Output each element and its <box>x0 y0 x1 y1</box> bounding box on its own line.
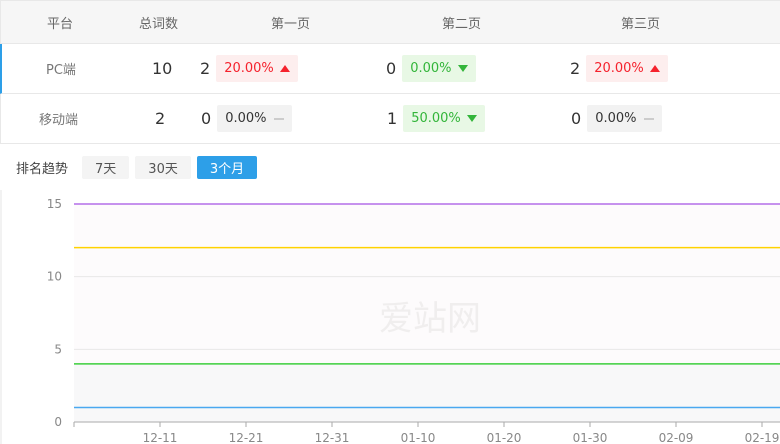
percent-badge: 0.00% <box>402 55 476 82</box>
page-count: 2 <box>570 59 581 78</box>
trend-filter-bar: 排名趋势 7天 30天 3个月 <box>16 156 263 179</box>
percent-value: 20.00% <box>594 61 644 76</box>
percent-value: 20.00% <box>224 61 274 76</box>
filter-30days-button[interactable]: 30天 <box>135 156 191 179</box>
x-tick-label: 02-19 <box>745 431 780 444</box>
x-tick-label: 01-20 <box>487 431 522 444</box>
page-count: 0 <box>201 109 212 128</box>
table-row-mobile[interactable]: 移动端 2 0 0.00% 1 50.00% 0 0.00% <box>0 94 780 144</box>
arrow-up-icon <box>279 65 290 72</box>
filter-3months-button[interactable]: 3个月 <box>196 156 258 179</box>
header-page2: 第二页 <box>442 16 482 32</box>
percent-value: 0.00% <box>595 111 637 126</box>
percent-badge: 0.00% <box>587 105 662 132</box>
plot-band <box>74 363 780 422</box>
header-platform: 平台 <box>47 16 74 32</box>
page-cell: 1 50.00% <box>387 94 485 143</box>
y-tick-label: 15 <box>47 197 62 211</box>
percent-value: 0.00% <box>225 111 267 126</box>
percent-value: 0.00% <box>410 61 452 76</box>
y-tick-label: 10 <box>47 270 62 284</box>
percent-value: 50.00% <box>411 111 461 126</box>
dash-icon <box>273 117 284 120</box>
arrow-up-icon <box>649 65 660 72</box>
header-page1: 第一页 <box>271 16 311 32</box>
x-tick-label: 01-10 <box>401 431 436 444</box>
x-tick-label: 12-11 <box>143 431 178 444</box>
page-cell: 2 20.00% <box>570 44 668 93</box>
trend-label: 排名趋势 <box>16 162 69 177</box>
platform-name: 移动端 <box>39 113 79 128</box>
ranking-table: 平台 总词数 第一页 第二页 第三页 PC端 10 2 20.00% 0 0.00% 2 2… <box>0 0 780 144</box>
page-cell: 0 0.00% <box>201 94 292 143</box>
page-count: 0 <box>571 109 582 128</box>
page-count: 1 <box>387 109 398 128</box>
platform-name: PC端 <box>46 63 76 78</box>
percent-badge: 20.00% <box>586 55 668 82</box>
trend-chart: 爱站网 0 5 10 15 12-11 12-21 12-31 01-10 01-20 01-30 0… <box>0 190 780 444</box>
y-tick-label: 5 <box>54 342 62 356</box>
table-header: 平台 总词数 第一页 第二页 第三页 <box>0 0 780 44</box>
percent-badge: 0.00% <box>217 105 292 132</box>
x-tick-label: 02-09 <box>659 431 694 444</box>
percent-badge: 50.00% <box>403 105 485 132</box>
page-cell: 0 0.00% <box>571 94 662 143</box>
header-page3: 第三页 <box>621 16 661 32</box>
arrow-down-icon <box>457 65 468 72</box>
header-total: 总词数 <box>139 16 179 32</box>
table-row-pc[interactable]: PC端 10 2 20.00% 0 0.00% 2 20.00% <box>0 44 780 94</box>
page-count: 2 <box>200 59 211 78</box>
watermark: 爱站网 <box>379 299 481 339</box>
filter-7days-button[interactable]: 7天 <box>82 156 130 179</box>
x-tick-label: 12-31 <box>315 431 350 444</box>
x-tick-label: 01-30 <box>573 431 608 444</box>
dash-icon <box>643 117 654 120</box>
y-tick-label: 0 <box>54 415 62 429</box>
page-count: 0 <box>386 59 397 78</box>
page-cell: 2 20.00% <box>200 44 298 93</box>
percent-badge: 20.00% <box>216 55 298 82</box>
arrow-down-icon <box>466 115 477 122</box>
total-count: 2 <box>155 109 166 128</box>
page-cell: 0 0.00% <box>386 44 476 93</box>
total-count: 10 <box>152 59 173 78</box>
x-tick-label: 12-21 <box>229 431 264 444</box>
